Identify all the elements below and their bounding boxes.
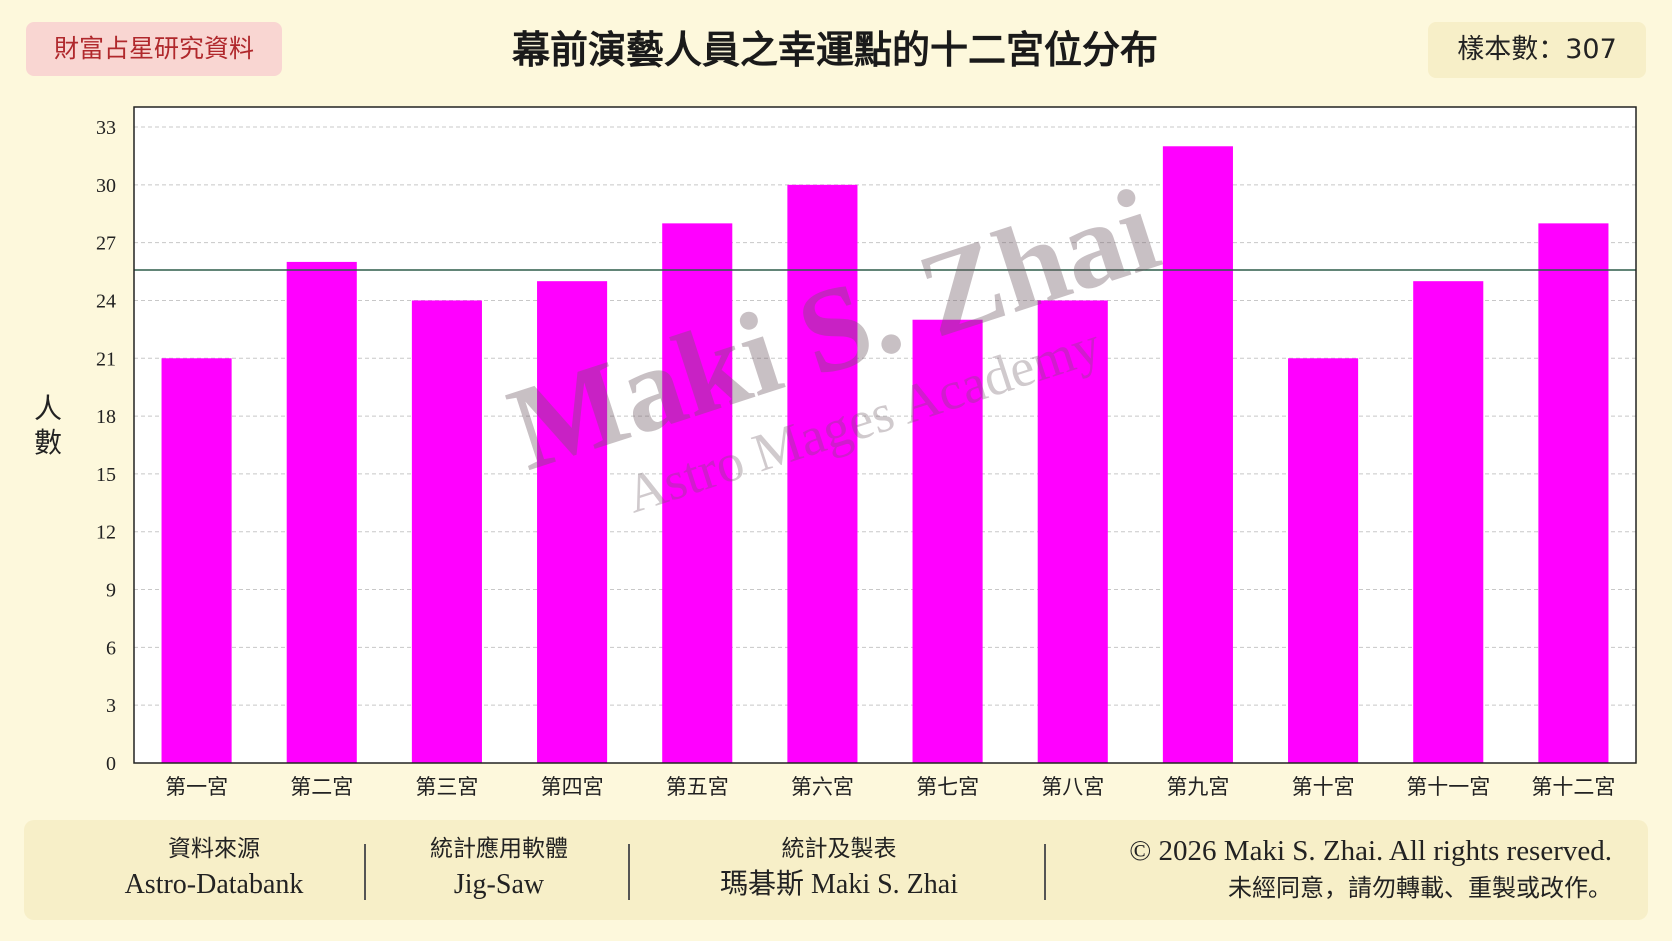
author-label: 統計及製表 [781,836,897,862]
y-tick-label: 3 [106,695,116,717]
y-tick-label: 18 [96,406,116,428]
software-label: 統計應用軟體 [430,836,568,862]
bar-chart: 0 3 6 9 12 15 18 21 24 27 30 33 第一宮 第二宮 第三宮 第四宮 第五宮 第六宮 第七… [96,106,1637,799]
source-value: Astro-Databank [124,869,304,900]
footer-software: 統計應用軟體 Jig-Saw [374,832,624,904]
y-tick-label: 9 [106,580,116,602]
bar [1162,146,1233,764]
footer-divider [628,844,630,900]
x-tick-label: 第七宮 [916,775,979,799]
y-tick-label: 21 [96,348,116,370]
bar [411,300,482,763]
footer-divider [364,844,366,900]
bar [161,358,232,763]
software-value: Jig-Saw [453,869,545,900]
source-label: 資料來源 [168,836,260,862]
copyright-text: © 2026 Maki S. Zhai. All rights reserved… [1129,835,1612,867]
x-tick-label: 第六宮 [791,775,854,799]
bar [787,184,858,763]
x-tick-label: 第五宮 [666,775,729,799]
y-tick-label: 24 [96,290,116,312]
plot-frame [133,106,1637,764]
x-tick-label: 第十宮 [1292,775,1355,799]
y-tick-label: 6 [106,637,116,659]
y-tick-label: 30 [96,175,116,197]
plot-area [134,107,1636,763]
x-tick-label: 第八宮 [1041,775,1104,799]
y-tick-label: 33 [96,117,116,139]
x-tick-label: 第九宮 [1166,775,1229,799]
footer-source: 資料來源 Astro-Databank [64,832,364,904]
reprint-notice: 未經同意，請勿轉載、重製或改作。 [1228,874,1612,902]
category-tag: 財富占星研究資料 [26,22,282,76]
bar [1538,223,1609,763]
x-tick-label: 第三宮 [415,775,478,799]
bar [1037,300,1108,763]
y-tick-label: 0 [106,753,116,775]
y-tick-label: 12 [96,522,116,544]
bar [286,261,357,763]
footer-author: 統計及製表 瑪碁斯 Maki S. Zhai [644,832,1034,904]
x-tick-label: 第一宮 [165,775,228,799]
x-tick-label: 第十二宮 [1531,775,1615,799]
footer-panel: 資料來源 Astro-Databank 統計應用軟體 Jig-Saw 統計及製表… [24,820,1648,920]
bar [1288,358,1359,763]
y-tick-label: 27 [96,233,116,255]
bar [1413,281,1484,763]
author-value: 瑪碁斯 Maki S. Zhai [720,869,958,900]
y-axis-label: 人數 [33,392,62,459]
chart-title: 幕前演藝人員之幸運點的十二宮位分布 [511,28,1158,72]
x-tick-label: 第四宮 [541,775,604,799]
footer-copyright: © 2026 Maki S. Zhai. All rights reserved… [1129,832,1612,906]
bar [662,223,733,763]
footer-divider [1044,844,1046,900]
bar [537,281,608,763]
x-tick-label: 第二宮 [290,775,353,799]
sample-size-badge: 樣本數：307 [1428,22,1646,78]
x-tick-label: 第十一宮 [1406,775,1490,799]
bar [912,319,983,763]
y-tick-label: 15 [96,464,116,486]
